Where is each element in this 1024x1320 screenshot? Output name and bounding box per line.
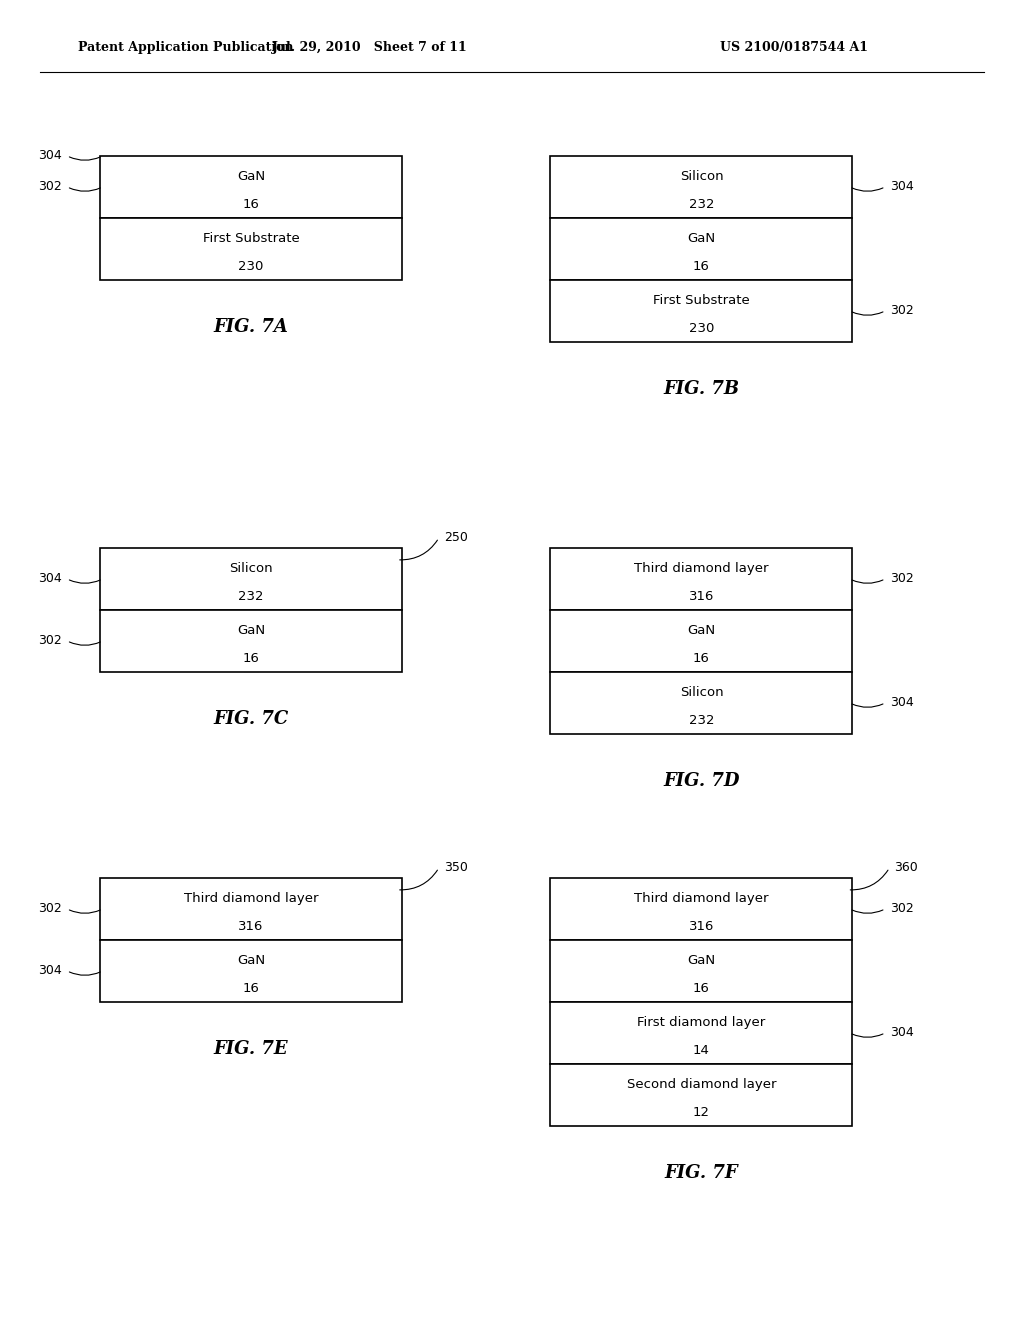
- Text: FIG. 7D: FIG. 7D: [664, 772, 739, 789]
- Text: 302: 302: [38, 181, 61, 193]
- Bar: [99, 156, 401, 218]
- Text: GaN: GaN: [237, 954, 265, 968]
- Text: FIG. 7A: FIG. 7A: [213, 318, 289, 335]
- Text: FIG. 7B: FIG. 7B: [664, 380, 739, 397]
- Bar: [551, 672, 852, 734]
- Bar: [99, 610, 401, 672]
- Text: First Substrate: First Substrate: [203, 232, 299, 246]
- Text: 304: 304: [38, 573, 61, 585]
- Text: 360: 360: [895, 862, 919, 874]
- Text: 350: 350: [444, 862, 468, 874]
- Bar: [551, 940, 852, 1002]
- Text: 16: 16: [243, 198, 259, 211]
- Text: 16: 16: [693, 982, 710, 995]
- Text: 304: 304: [891, 697, 914, 709]
- Bar: [551, 878, 852, 940]
- Text: GaN: GaN: [237, 170, 265, 183]
- Text: 12: 12: [693, 1106, 710, 1119]
- Text: 232: 232: [689, 198, 714, 211]
- Bar: [99, 940, 401, 1002]
- Text: Third diamond layer: Third diamond layer: [634, 562, 769, 576]
- Bar: [551, 156, 852, 218]
- Text: 316: 316: [239, 920, 263, 933]
- Text: Silicon: Silicon: [680, 686, 723, 700]
- Text: 16: 16: [693, 260, 710, 273]
- Bar: [551, 218, 852, 280]
- Bar: [99, 878, 401, 940]
- Text: Patent Application Publication: Patent Application Publication: [78, 41, 294, 54]
- Text: Jul. 29, 2010   Sheet 7 of 11: Jul. 29, 2010 Sheet 7 of 11: [272, 41, 468, 54]
- Text: First Substrate: First Substrate: [653, 294, 750, 308]
- Bar: [551, 1002, 852, 1064]
- Text: 316: 316: [689, 920, 714, 933]
- Text: 16: 16: [243, 652, 259, 665]
- Text: US 2100/0187544 A1: US 2100/0187544 A1: [720, 41, 868, 54]
- Text: 304: 304: [38, 965, 61, 977]
- Text: 250: 250: [444, 531, 468, 544]
- Text: Third diamond layer: Third diamond layer: [634, 892, 769, 906]
- Bar: [99, 218, 401, 280]
- Text: GaN: GaN: [687, 232, 716, 246]
- Text: 304: 304: [891, 181, 914, 193]
- Text: 232: 232: [689, 714, 714, 727]
- Bar: [551, 280, 852, 342]
- Text: 302: 302: [38, 635, 61, 647]
- Bar: [551, 1064, 852, 1126]
- Text: FIG. 7C: FIG. 7C: [213, 710, 289, 727]
- Text: GaN: GaN: [237, 624, 265, 638]
- Bar: [551, 610, 852, 672]
- Bar: [99, 548, 401, 610]
- Text: Second diamond layer: Second diamond layer: [627, 1078, 776, 1092]
- Text: GaN: GaN: [687, 624, 716, 638]
- Text: 302: 302: [891, 573, 914, 585]
- Text: 302: 302: [891, 903, 914, 915]
- Text: 304: 304: [891, 1027, 914, 1039]
- Text: 316: 316: [689, 590, 714, 603]
- Text: FIG. 7E: FIG. 7E: [214, 1040, 288, 1057]
- Text: FIG. 7F: FIG. 7F: [665, 1164, 738, 1181]
- Text: Silicon: Silicon: [680, 170, 723, 183]
- Text: 304: 304: [38, 149, 61, 162]
- Text: 16: 16: [693, 652, 710, 665]
- Text: GaN: GaN: [687, 954, 716, 968]
- Text: 302: 302: [38, 903, 61, 915]
- Text: First diamond layer: First diamond layer: [637, 1016, 766, 1030]
- Text: 232: 232: [239, 590, 263, 603]
- Text: Third diamond layer: Third diamond layer: [183, 892, 318, 906]
- Text: Silicon: Silicon: [229, 562, 272, 576]
- Text: 16: 16: [243, 982, 259, 995]
- Text: 302: 302: [891, 305, 914, 317]
- Text: 14: 14: [693, 1044, 710, 1057]
- Text: 230: 230: [689, 322, 714, 335]
- Text: 230: 230: [239, 260, 263, 273]
- Bar: [551, 548, 852, 610]
